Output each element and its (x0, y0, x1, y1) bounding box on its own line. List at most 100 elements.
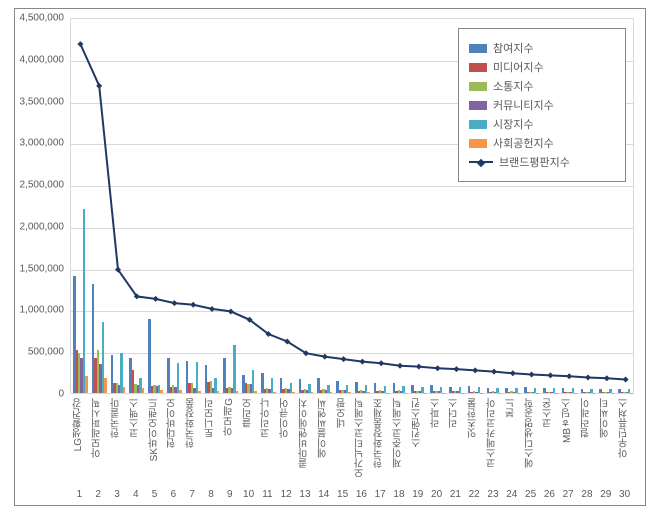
y-tick-label: 4,500,000 (0, 13, 64, 24)
x-category-number: 6 (164, 489, 183, 500)
x-category-name: 아모레G (220, 398, 239, 439)
legend-label: 커뮤니티지수 (493, 97, 554, 113)
bar (252, 370, 254, 393)
x-category-name: 네오팜 (333, 398, 352, 431)
legend-swatch-icon (469, 101, 487, 110)
x-category-name: 아이큐어 (277, 398, 296, 441)
legend-label: 시장지수 (493, 116, 533, 132)
x-category-name: 잇츠한불 (465, 398, 484, 441)
x-category-name: 콜마비앤에이치 (296, 398, 315, 471)
x-category-number: 11 (258, 489, 277, 500)
x-category-name: 제이준코스메틱 (390, 398, 409, 471)
x-category-name: 에이씨티 (596, 398, 615, 441)
x-category-number: 10 (239, 489, 258, 500)
bar (386, 393, 388, 394)
x-category-name: 아우딘퓨쳐스 (615, 398, 634, 461)
legend-swatch-icon (469, 44, 487, 53)
chart-container: 0500,0001,000,0001,500,0002,000,0002,500… (0, 0, 660, 514)
bar (179, 390, 181, 393)
x-category-number: 5 (145, 489, 164, 500)
legend-swatch-icon (469, 139, 487, 148)
x-category-number: 7 (183, 489, 202, 500)
legend-label: 브랜드평판지수 (499, 154, 570, 170)
y-tick-label: 4,000,000 (0, 54, 64, 65)
x-category-number: 8 (202, 489, 221, 500)
x-category-number: 2 (89, 489, 108, 500)
bar (273, 392, 275, 393)
bar (177, 363, 179, 393)
x-category-name: LG생활건강 (70, 398, 89, 454)
legend-label: 소통지수 (493, 78, 533, 94)
bar (83, 209, 85, 393)
x-category-name: 한국콜마 (108, 398, 127, 441)
x-category-number: 29 (596, 489, 615, 500)
bar (254, 391, 256, 393)
bar (348, 392, 350, 393)
bar (367, 392, 369, 393)
x-category-name: 본느 (502, 398, 521, 421)
legend-box: 참여지수미디어지수소통지수커뮤니티지수시장지수사회공헌지수브랜드평판지수 (458, 28, 626, 182)
x-category-number: 12 (277, 489, 296, 500)
x-category-name: 아모레퍼시픽 (89, 398, 108, 461)
bar (271, 378, 273, 393)
x-category-name: 컬러레이 (578, 398, 597, 441)
bar (311, 392, 313, 393)
x-category-number: 23 (484, 489, 503, 500)
x-category-name: 코스메카코리아 (484, 398, 503, 471)
x-category-name: 코스맥스 (126, 398, 145, 441)
y-tick-label: 3,000,000 (0, 138, 64, 149)
legend-item: 참여지수 (469, 40, 615, 56)
x-category-number: 24 (502, 489, 521, 500)
bar (236, 391, 238, 393)
bar (217, 391, 219, 393)
x-category-number: 13 (296, 489, 315, 500)
y-tick-label: 2,000,000 (0, 221, 64, 232)
legend-item: 브랜드평판지수 (469, 154, 615, 170)
legend-swatch-icon (469, 82, 487, 91)
x-category-number: 9 (220, 489, 239, 500)
bar (405, 393, 407, 394)
x-category-name: MBㅎ딩스 (559, 398, 578, 446)
x-category-number: 26 (540, 489, 559, 500)
legend-swatch-icon (469, 63, 487, 72)
x-category-number: 19 (408, 489, 427, 500)
bar (196, 362, 198, 393)
y-tick-label: 1,500,000 (0, 263, 64, 274)
x-category-number: 14 (314, 489, 333, 500)
x-category-number: 1 (70, 489, 89, 500)
x-category-number: 4 (126, 489, 145, 500)
y-tick-label: 0 (0, 389, 64, 400)
x-category-number: 15 (333, 489, 352, 500)
bar (148, 319, 150, 393)
legend-label: 참여지수 (493, 40, 533, 56)
legend-item: 사회공헌지수 (469, 135, 615, 151)
x-category-name: 에스디생명공학 (521, 398, 540, 471)
x-category-name: 토니모리 (202, 398, 221, 441)
legend-item: 시장지수 (469, 116, 615, 132)
x-category-name: 오가닉티코스메틱 (352, 398, 371, 481)
x-category-number: 22 (465, 489, 484, 500)
x-category-number: 21 (446, 489, 465, 500)
legend-swatch-icon (469, 120, 487, 129)
x-category-name: 리더스 (446, 398, 465, 431)
x-category-number: 3 (108, 489, 127, 500)
x-category-number: 30 (615, 489, 634, 500)
bar (104, 378, 106, 393)
x-category-name: 에이블씨엔씨 (314, 398, 333, 461)
legend-label: 미디어지수 (493, 59, 544, 75)
x-category-number: 18 (390, 489, 409, 500)
x-category-number: 27 (559, 489, 578, 500)
x-category-number: 28 (578, 489, 597, 500)
bar (292, 392, 294, 393)
x-category-name: 라파스 (427, 398, 446, 431)
bar (85, 376, 87, 393)
x-category-name: 코리아나 (258, 398, 277, 441)
bar (330, 392, 332, 393)
x-category-number: 16 (352, 489, 371, 500)
x-category-name: 한국화장품제조 (371, 398, 390, 471)
x-category-name: 한국화장품 (183, 398, 202, 451)
x-category-name: 코스온 (540, 398, 559, 431)
legend-label: 사회공헌지수 (493, 135, 554, 151)
x-category-name: 스킨앤스킨 (408, 398, 427, 451)
legend-item: 미디어지수 (469, 59, 615, 75)
